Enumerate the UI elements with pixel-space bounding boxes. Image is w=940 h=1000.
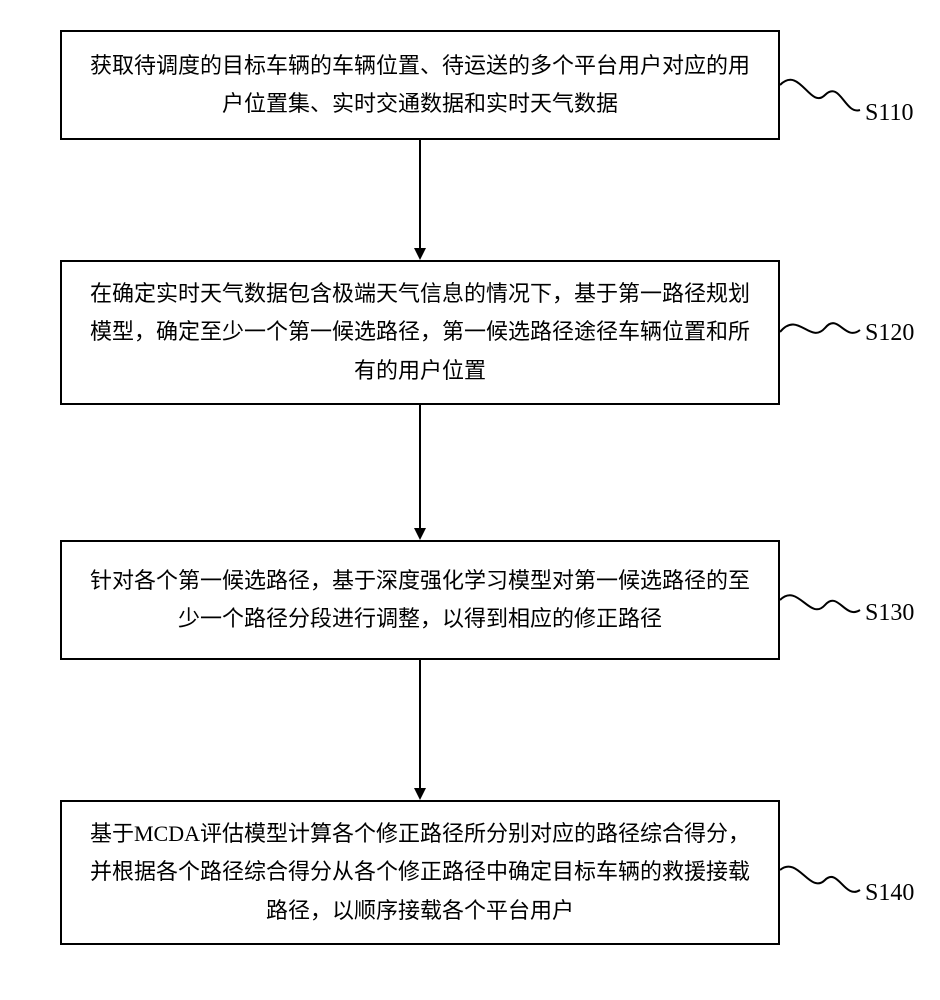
flow-node-s140: 基于MCDA评估模型计算各个修正路径所分别对应的路径综合得分，并根据各个路径综合…: [60, 800, 780, 945]
flow-node-s120: 在确定实时天气数据包含极端天气信息的情况下，基于第一路径规划模型，确定至少一个第…: [60, 260, 780, 405]
label-curve-s130: [780, 580, 865, 630]
step-label-s120: S120: [865, 320, 914, 347]
label-curve-s110: [780, 60, 865, 120]
node-text: 针对各个第一候选路径，基于深度强化学习模型对第一候选路径的至少一个路径分段进行调…: [90, 562, 750, 639]
flow-node-s110: 获取待调度的目标车辆的车辆位置、待运送的多个平台用户对应的用户位置集、实时交通数…: [60, 30, 780, 140]
arrow-s130-s140: [410, 660, 430, 800]
flow-node-s130: 针对各个第一候选路径，基于深度强化学习模型对第一候选路径的至少一个路径分段进行调…: [60, 540, 780, 660]
node-text: 基于MCDA评估模型计算各个修正路径所分别对应的路径综合得分，并根据各个路径综合…: [90, 815, 750, 931]
label-curve-s120: [780, 300, 865, 350]
node-text: 在确定实时天气数据包含极端天气信息的情况下，基于第一路径规划模型，确定至少一个第…: [90, 275, 750, 391]
step-label-s130: S130: [865, 600, 914, 627]
flowchart-container: 获取待调度的目标车辆的车辆位置、待运送的多个平台用户对应的用户位置集、实时交通数…: [0, 0, 940, 1000]
label-curve-s140: [780, 855, 865, 910]
step-label-s140: S140: [865, 880, 914, 907]
step-label-s110: S110: [865, 100, 913, 127]
arrow-s120-s130: [410, 405, 430, 540]
arrow-s110-s120: [410, 140, 430, 260]
node-text: 获取待调度的目标车辆的车辆位置、待运送的多个平台用户对应的用户位置集、实时交通数…: [90, 47, 750, 124]
